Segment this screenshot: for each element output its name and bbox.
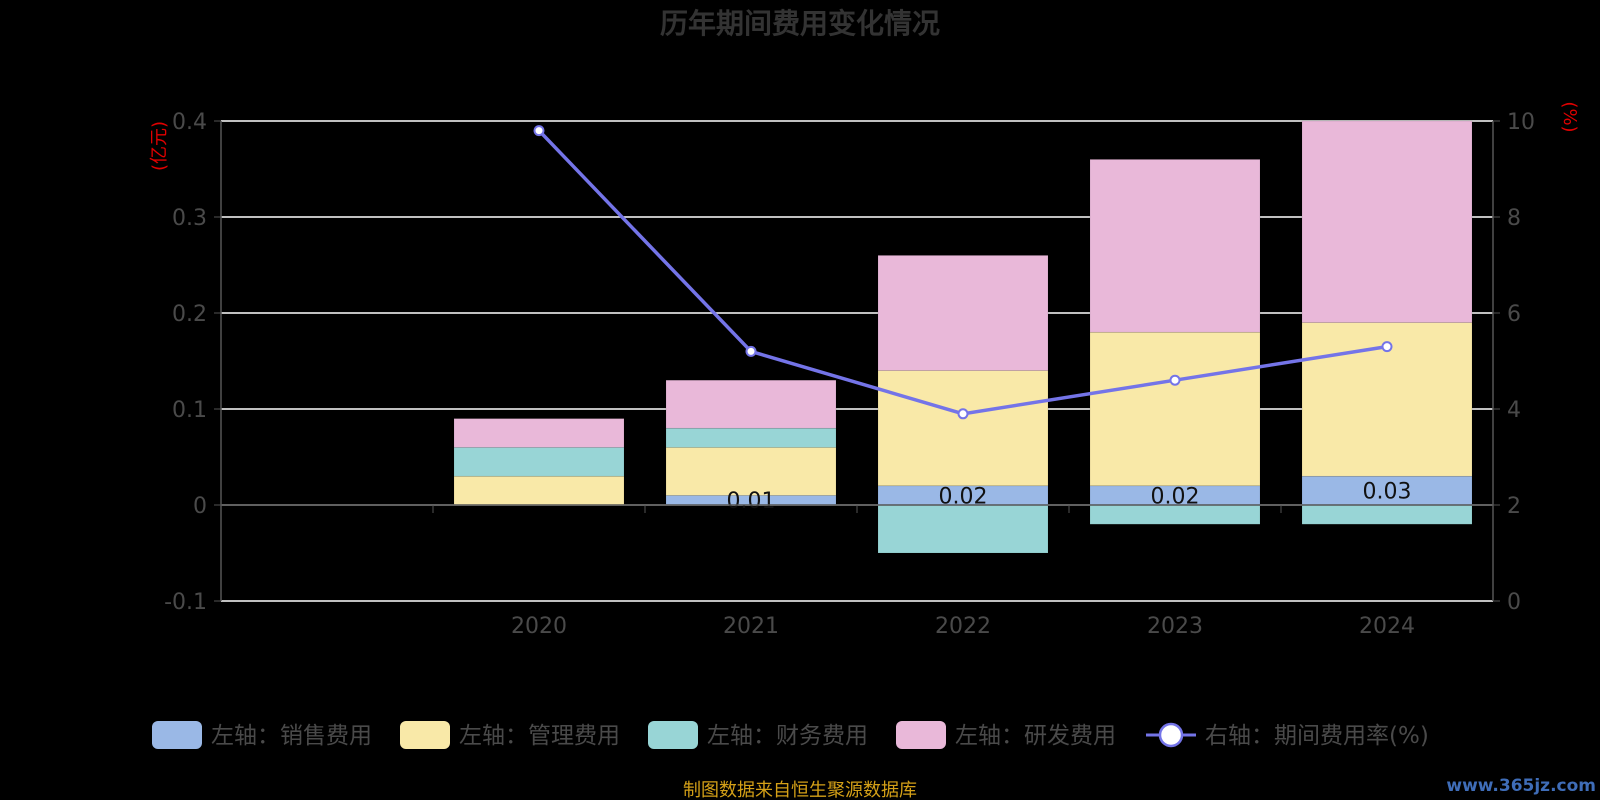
data-source-note: 制图数据来自恒生聚源数据库 [683, 780, 917, 800]
legend-item[interactable]: 右轴：期间费用率(%) [1146, 722, 1429, 749]
rate-point [957, 408, 969, 420]
category-label: 2020 [511, 614, 567, 639]
legend-item[interactable]: 左轴：研发费用 [896, 721, 1116, 749]
bar-data-label: 0.01 [727, 489, 776, 514]
bar-segment [453, 447, 625, 477]
bar-segment [665, 379, 837, 429]
legend-swatch [152, 721, 202, 749]
right-axis-unit: (%) [1559, 101, 1580, 132]
legend-label: 左轴：管理费用 [459, 723, 620, 749]
left-axis-unit: (亿元) [149, 121, 170, 171]
bar-segment [665, 427, 837, 448]
axes: -0.1 0 0.1 0.2 0.3 0.4 0 2 4 6 8 10 2020 2021 2022 2023… [164, 110, 1535, 639]
left-tick-label: 0.2 [172, 302, 207, 327]
legend-item[interactable]: 左轴：管理费用 [400, 721, 620, 749]
left-tick-label: 0.3 [172, 206, 207, 231]
legend-label: 左轴：研发费用 [955, 723, 1116, 749]
legend-item[interactable]: 左轴：财务费用 [648, 721, 868, 749]
bar-segment [453, 418, 625, 448]
rate-point [1381, 341, 1393, 353]
right-tick-label: 4 [1507, 398, 1521, 423]
chart-title: 历年期间费用变化情况 [660, 7, 940, 40]
bar-segment [453, 475, 625, 506]
bar-segment [665, 447, 837, 496]
watermark: www.365jz.com [1446, 776, 1596, 796]
legend-marker [1158, 722, 1184, 748]
bar-segment [1089, 331, 1261, 487]
legend-swatch [896, 721, 946, 749]
right-tick-label: 2 [1507, 494, 1521, 519]
legend-swatch [648, 721, 698, 749]
bar-segment [877, 255, 1049, 371]
bar-segment [1301, 504, 1473, 525]
legend-label: 右轴：期间费用率(%) [1205, 723, 1429, 749]
category-label: 2024 [1359, 614, 1415, 639]
legend-label: 左轴：销售费用 [211, 723, 372, 749]
left-tick-label: 0.4 [172, 110, 207, 135]
bar-data-label: 0.03 [1363, 480, 1412, 505]
legend-label: 左轴：财务费用 [707, 723, 868, 749]
bar-segment [1301, 120, 1473, 323]
rate-point [533, 125, 545, 137]
rate-point [745, 345, 757, 357]
legend-item[interactable]: 左轴：销售费用 [152, 721, 372, 749]
bars [453, 120, 1473, 554]
rate-point [1169, 374, 1181, 386]
category-label: 2023 [1147, 614, 1203, 639]
right-tick-label: 8 [1507, 206, 1521, 231]
legend[interactable]: 左轴：销售费用 左轴：管理费用 左轴：财务费用 左轴：研发费用 右轴：期间费用率(%) [152, 721, 1429, 749]
bar-segment [1089, 159, 1261, 333]
bar-segment [877, 504, 1049, 554]
left-tick-label: 0.1 [172, 398, 207, 423]
legend-swatch [400, 721, 450, 749]
right-tick-label: 6 [1507, 302, 1521, 327]
left-tick-label: 0 [193, 494, 207, 519]
category-label: 2022 [935, 614, 991, 639]
bar-segment [877, 370, 1049, 487]
right-tick-label: 10 [1507, 110, 1535, 135]
right-tick-label: 0 [1507, 590, 1521, 615]
category-label: 2021 [723, 614, 779, 639]
expense-rate-line [533, 125, 1393, 420]
left-tick-label: -0.1 [164, 590, 207, 615]
